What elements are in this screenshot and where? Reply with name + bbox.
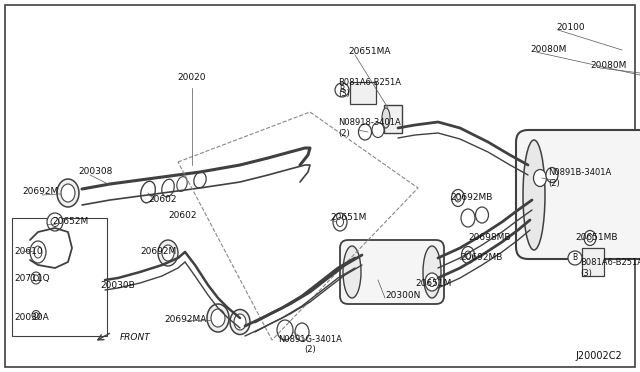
- Ellipse shape: [295, 323, 309, 341]
- Text: 20651M: 20651M: [415, 279, 451, 288]
- Ellipse shape: [207, 304, 229, 332]
- Ellipse shape: [465, 251, 471, 259]
- Text: 20602: 20602: [168, 211, 196, 219]
- Ellipse shape: [358, 124, 371, 140]
- Ellipse shape: [177, 177, 188, 191]
- Ellipse shape: [211, 309, 225, 327]
- Text: 20080M: 20080M: [530, 45, 566, 55]
- Ellipse shape: [455, 194, 461, 202]
- Ellipse shape: [51, 218, 59, 227]
- Text: 20651M: 20651M: [330, 214, 366, 222]
- Ellipse shape: [335, 83, 349, 97]
- Bar: [350, 82, 376, 104]
- Ellipse shape: [57, 179, 79, 207]
- Bar: [384, 105, 402, 133]
- Ellipse shape: [425, 273, 439, 291]
- FancyBboxPatch shape: [516, 130, 640, 259]
- Text: 20692MB: 20692MB: [460, 253, 502, 263]
- Text: 20692M: 20692M: [140, 247, 176, 257]
- Ellipse shape: [423, 246, 441, 298]
- Text: 200308: 200308: [78, 167, 113, 176]
- Text: N08918-3401A
(2): N08918-3401A (2): [338, 118, 401, 138]
- Text: 20692M: 20692M: [22, 187, 58, 196]
- Text: B: B: [339, 86, 344, 94]
- Text: 20692MA: 20692MA: [165, 315, 207, 324]
- Text: 20602: 20602: [148, 196, 177, 205]
- Text: B081A6-B251A
(3): B081A6-B251A (3): [338, 78, 401, 98]
- Ellipse shape: [382, 108, 390, 128]
- Ellipse shape: [230, 310, 250, 334]
- Ellipse shape: [476, 207, 488, 223]
- Ellipse shape: [61, 184, 75, 202]
- Ellipse shape: [32, 311, 40, 320]
- Ellipse shape: [333, 213, 347, 231]
- Bar: [582, 248, 604, 276]
- Ellipse shape: [34, 312, 38, 317]
- Ellipse shape: [584, 231, 596, 246]
- Ellipse shape: [461, 209, 475, 227]
- Text: 20651MA: 20651MA: [348, 48, 390, 57]
- Text: 20698MB: 20698MB: [468, 234, 511, 243]
- Ellipse shape: [30, 241, 46, 263]
- Ellipse shape: [372, 122, 384, 138]
- Text: 20610: 20610: [14, 247, 43, 256]
- Text: 20020: 20020: [178, 73, 206, 82]
- Ellipse shape: [461, 247, 474, 263]
- Ellipse shape: [234, 314, 246, 330]
- Text: FRONT: FRONT: [120, 334, 151, 343]
- Ellipse shape: [34, 246, 42, 258]
- Ellipse shape: [546, 167, 558, 183]
- Ellipse shape: [47, 213, 63, 231]
- Ellipse shape: [158, 240, 178, 266]
- Text: 20651MB: 20651MB: [575, 234, 618, 243]
- Ellipse shape: [162, 245, 174, 261]
- Text: J20002C2: J20002C2: [575, 351, 622, 361]
- Ellipse shape: [429, 278, 435, 286]
- Ellipse shape: [162, 179, 174, 197]
- Bar: [12, 218, 107, 336]
- Ellipse shape: [277, 320, 293, 340]
- Text: 20692MB: 20692MB: [450, 193, 492, 202]
- Ellipse shape: [337, 218, 344, 227]
- Text: 20080M: 20080M: [590, 61, 627, 70]
- Ellipse shape: [451, 189, 465, 206]
- Text: 20100: 20100: [556, 23, 584, 32]
- Text: 20300N: 20300N: [385, 292, 420, 301]
- Text: 20030B: 20030B: [100, 280, 135, 289]
- Ellipse shape: [141, 181, 156, 203]
- Text: N0891G-3401A
(2): N0891G-3401A (2): [278, 335, 342, 355]
- Ellipse shape: [568, 251, 582, 265]
- Ellipse shape: [33, 275, 38, 281]
- Text: N0891B-3401A
(2): N0891B-3401A (2): [548, 168, 611, 188]
- Text: B081A6-B251A
(3): B081A6-B251A (3): [580, 258, 640, 278]
- Ellipse shape: [194, 172, 206, 188]
- Text: 20711Q: 20711Q: [14, 273, 50, 282]
- Ellipse shape: [523, 140, 545, 250]
- Text: B: B: [572, 253, 577, 263]
- Ellipse shape: [31, 272, 41, 284]
- Ellipse shape: [587, 234, 593, 242]
- FancyBboxPatch shape: [340, 240, 444, 304]
- Text: 20030A: 20030A: [14, 314, 49, 323]
- Ellipse shape: [534, 170, 547, 186]
- Ellipse shape: [343, 246, 361, 298]
- Text: 20652M: 20652M: [52, 218, 88, 227]
